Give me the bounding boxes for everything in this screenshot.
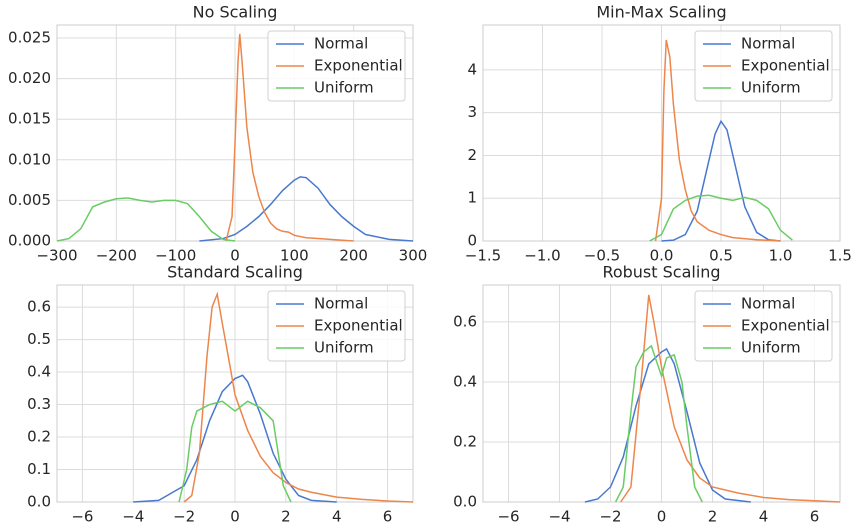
legend-label: Exponential xyxy=(314,317,403,335)
x-tick-label: 6 xyxy=(810,508,820,526)
x-tick-label: −200 xyxy=(96,247,137,265)
x-tick-label: 0 xyxy=(230,508,240,526)
y-tick-label: 0.015 xyxy=(8,110,51,128)
kde-line xyxy=(199,176,414,242)
x-tick-label: 0.5 xyxy=(709,247,733,265)
x-tick-label: 2 xyxy=(281,508,291,526)
legend-label: Normal xyxy=(741,35,795,53)
kde-line xyxy=(649,194,793,242)
y-tick-label: 0.6 xyxy=(27,298,51,316)
chart-title: Min-Max Scaling xyxy=(596,3,726,22)
x-tick-label: 2 xyxy=(708,508,718,526)
x-tick-label: 0.0 xyxy=(650,247,674,265)
chart-title: Standard Scaling xyxy=(167,263,303,282)
y-tick-label: 1 xyxy=(467,189,477,207)
legend-label: Uniform xyxy=(314,79,374,97)
legend-box xyxy=(694,290,833,362)
y-tick-label: 2 xyxy=(467,146,477,164)
y-tick-label: 0 xyxy=(467,232,477,250)
y-tick-label: 0.025 xyxy=(8,28,51,46)
x-tick-label: −0.5 xyxy=(584,247,620,265)
legend-label: Uniform xyxy=(741,339,801,357)
kde-line xyxy=(614,344,703,503)
x-tick-label: 200 xyxy=(339,247,368,265)
y-tick-label: 0.4 xyxy=(453,372,477,390)
legend-box xyxy=(267,290,406,362)
y-tick-label: 4 xyxy=(467,60,477,78)
x-tick-label: −6 xyxy=(71,508,93,526)
y-tick-label: 0.2 xyxy=(27,428,51,446)
legend-label: Normal xyxy=(314,35,368,53)
x-tick-label: 1.5 xyxy=(828,247,852,265)
legend-label: Exponential xyxy=(741,317,830,335)
x-tick-label: 4 xyxy=(759,508,769,526)
x-tick-label: −1.0 xyxy=(524,247,560,265)
axes-frame xyxy=(56,284,414,503)
y-tick-label: 0.0 xyxy=(27,493,51,511)
kde-line xyxy=(225,33,354,242)
kde-line xyxy=(183,291,414,503)
y-tick-label: 0.1 xyxy=(27,460,51,478)
legend-label: Normal xyxy=(314,295,368,313)
x-tick-label: −300 xyxy=(36,247,77,265)
x-tick-label: 4 xyxy=(332,508,342,526)
chart-title: Robust Scaling xyxy=(602,263,720,282)
y-tick-label: 0.000 xyxy=(8,232,51,250)
y-tick-label: 0.5 xyxy=(27,330,51,348)
legend-box xyxy=(267,30,406,102)
x-tick-label: −1.5 xyxy=(465,247,501,265)
legend-label: Exponential xyxy=(741,57,830,75)
y-tick-label: 0.4 xyxy=(27,363,51,381)
y-tick-label: 3 xyxy=(467,103,477,121)
y-tick-label: 0.0 xyxy=(453,493,477,511)
x-tick-label: −4 xyxy=(548,508,570,526)
x-tick-label: 6 xyxy=(383,508,393,526)
chart-title: No Scaling xyxy=(193,3,278,22)
x-tick-label: 1.0 xyxy=(769,247,793,265)
x-tick-label: 300 xyxy=(399,247,428,265)
kde-line xyxy=(661,119,781,242)
y-tick-label: 0.2 xyxy=(453,432,477,450)
y-tick-label: 0.020 xyxy=(8,69,51,87)
legend-label: Uniform xyxy=(741,79,801,97)
kde-line xyxy=(178,400,292,503)
y-tick-label: 0.010 xyxy=(8,150,51,168)
y-tick-label: 0.6 xyxy=(453,312,477,330)
x-tick-label: −2 xyxy=(599,508,621,526)
x-tick-label: −2 xyxy=(173,508,195,526)
x-tick-label: −6 xyxy=(497,508,519,526)
x-tick-label: 0 xyxy=(657,508,667,526)
y-tick-label: 0.3 xyxy=(27,395,51,413)
legend-box xyxy=(694,30,833,102)
x-tick-label: −4 xyxy=(122,508,144,526)
x-tick-label: 100 xyxy=(280,247,309,265)
y-tick-label: 0.005 xyxy=(8,191,51,209)
x-tick-label: 0 xyxy=(230,247,240,265)
legend-label: Exponential xyxy=(314,57,403,75)
kde-line xyxy=(133,374,337,503)
legend-label: Uniform xyxy=(314,339,374,357)
kde-line xyxy=(654,39,781,242)
x-tick-label: −100 xyxy=(155,247,196,265)
kde-line xyxy=(56,197,236,242)
axes-frame xyxy=(482,284,841,503)
legend-label: Normal xyxy=(741,295,795,313)
